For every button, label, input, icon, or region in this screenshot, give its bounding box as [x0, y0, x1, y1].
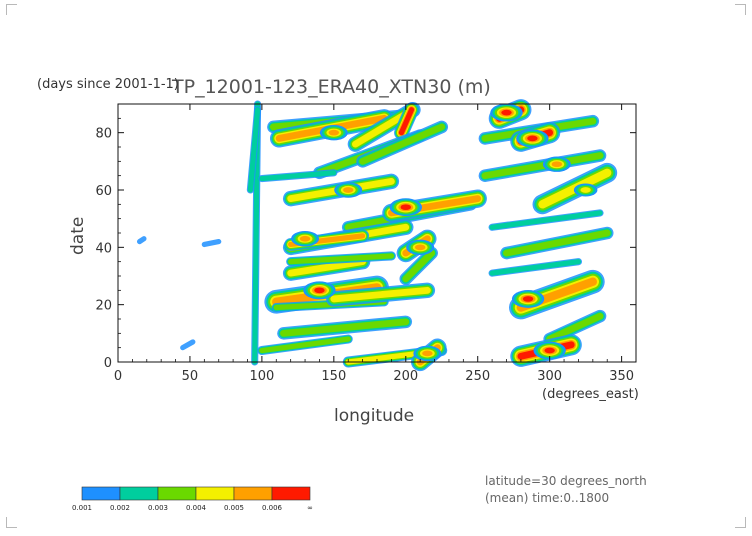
- hotspot-11-level-4: [580, 187, 591, 193]
- x-tick-label: 100: [249, 369, 274, 384]
- x-tick-label: 250: [465, 369, 490, 384]
- contour-band-21-level-3: [280, 318, 410, 337]
- contour-band-17-level-3: [288, 253, 394, 265]
- colorbar-label: 0.003: [148, 504, 168, 512]
- hotspot-1-level-5: [328, 129, 340, 136]
- contour-band-37-level-1: [201, 239, 222, 248]
- hotspot-7-level-5: [299, 235, 311, 242]
- contour-band-1-level-2: [247, 107, 261, 193]
- y-axis-title: date: [68, 217, 88, 255]
- contour-band-22-level-3: [259, 336, 351, 354]
- y-tick-label: 60: [95, 184, 112, 199]
- hotspot-12-level-5: [343, 187, 354, 193]
- colorbar: 0.001 0.002 0.003 0.004 0.005 0.006 ∞: [72, 486, 313, 512]
- latitude-note: latitude=30 degrees_north: [485, 474, 647, 488]
- hotspot-0-level-6: [314, 287, 325, 294]
- colorbar-swatch-4: [195, 486, 235, 501]
- x-ticks: 0 50 100 150 200 250 300 350: [114, 104, 634, 384]
- x-axis-title: longitude: [334, 406, 414, 426]
- y-tick-label: 0: [104, 356, 112, 371]
- colorbar-swatch-6: [271, 486, 311, 501]
- contour-band-33-level-3: [546, 312, 604, 343]
- hotspot-layer: [291, 103, 598, 362]
- contour-band-5-level-6: [398, 107, 415, 136]
- time-range-note: (mean) time:0..1800: [485, 491, 609, 505]
- hotspot-4-level-6: [527, 135, 538, 142]
- x-tick-label: 350: [609, 369, 634, 384]
- hotspot-3-level-6: [501, 109, 512, 116]
- y-tick-label: 80: [95, 127, 112, 142]
- colorbar-swatch-5: [233, 486, 273, 501]
- hotspot-6-level-6: [522, 296, 534, 302]
- contour-band-15-level-3: [402, 249, 436, 283]
- x-axis-units: (degrees_east): [542, 387, 639, 402]
- contour-band-29-level-2: [489, 210, 603, 230]
- x-tick-label: 150: [321, 369, 346, 384]
- contour-band-38-level-1: [136, 236, 147, 245]
- hotspot-9-level-5: [422, 350, 433, 357]
- colorbar-label: 0.001: [72, 504, 92, 512]
- hotspot-5-level-6: [544, 347, 555, 354]
- crop-mark: [6, 4, 17, 15]
- contour-band-7-level-3: [359, 123, 446, 165]
- crop-mark: [735, 4, 746, 15]
- x-tick-label: 0: [114, 369, 122, 384]
- x-tick-label: 50: [182, 369, 199, 384]
- crop-mark: [735, 517, 746, 528]
- contour-band-36-level-1: [180, 339, 196, 351]
- colorbar-label: 0.004: [186, 504, 207, 512]
- y-ticks: 0 20 40 60 80: [95, 117, 636, 371]
- contour-band-20-level-4: [330, 286, 431, 303]
- colorbar-label: 0.002: [110, 504, 130, 512]
- contour-band-9-level-2: [259, 170, 337, 182]
- crop-mark: [6, 517, 17, 528]
- x-tick-label: 300: [537, 369, 562, 384]
- hotspot-10-level-5: [551, 161, 563, 168]
- contour-band-30-level-3: [503, 229, 611, 257]
- colorbar-label: ∞: [307, 504, 313, 512]
- colorbar-swatch-3: [157, 486, 197, 501]
- hotspot-2-level-6: [400, 204, 411, 211]
- hotspot-8-level-5: [414, 244, 426, 251]
- x-tick-label: 200: [393, 369, 418, 384]
- colorbar-label: 0.005: [224, 504, 244, 512]
- time-units-note: (days since 2001-1-1): [37, 77, 179, 92]
- y-tick-label: 40: [95, 241, 112, 256]
- contour-band-31-level-2: [489, 259, 582, 276]
- colorbar-swatch-1: [81, 486, 121, 501]
- contour-band-27-level-3: [481, 152, 604, 180]
- chart-title: TP_12001-123_ERA40_XTN30 (m): [171, 76, 491, 98]
- y-tick-label: 20: [95, 299, 112, 314]
- colorbar-swatch-2: [119, 486, 159, 501]
- colorbar-label: 0.006: [262, 504, 283, 512]
- contour-band-16-level-4: [287, 258, 367, 277]
